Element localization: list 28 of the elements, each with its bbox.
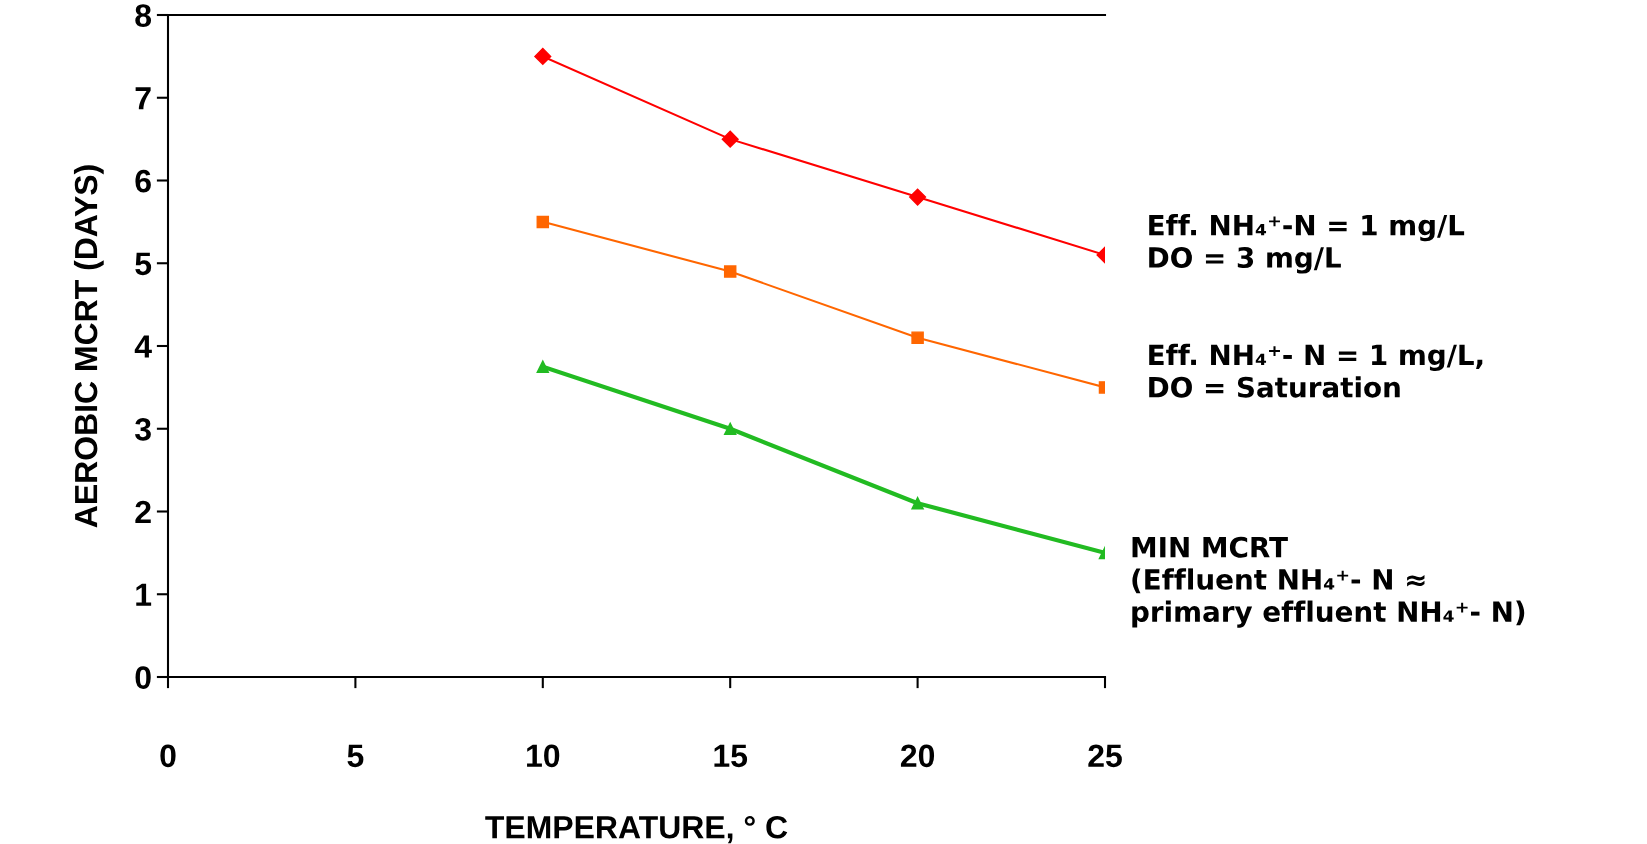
y-tick-label: 7 <box>135 87 151 110</box>
y-axis-title: AEROBIC MCRT (DAYS) <box>73 165 104 528</box>
x-tick-label: 20 <box>900 744 935 768</box>
series-label: MIN MCRT (Effluent NH₄⁺- N ≈ primary effluent NH₄⁺- N) <box>1132 536 1525 628</box>
point <box>911 496 924 510</box>
y-tick-label: 5 <box>135 252 152 276</box>
x-tick-label: 15 <box>714 744 748 768</box>
y-tick-label: 2 <box>135 500 151 524</box>
y-tick-label: 6 <box>135 169 151 193</box>
y-tick-label: 4 <box>134 335 152 358</box>
x-tick-label: 25 <box>1088 744 1122 768</box>
x-axis-title: TEMPERATURE, ° C <box>485 815 788 844</box>
x-tick-label: 5 <box>347 744 364 768</box>
point <box>536 215 550 229</box>
point <box>723 265 737 278</box>
y-tick-label: 8 <box>135 4 152 27</box>
point <box>534 47 552 65</box>
series-label: Eff. NH₄⁺- N = 1 mg/L, DO = Saturation <box>1149 343 1483 398</box>
x-tick-label: 0 <box>160 744 176 768</box>
point <box>911 331 924 344</box>
y-tick-label: 1 <box>136 583 152 606</box>
y-tick-label: 0 <box>135 666 151 689</box>
point <box>723 422 737 436</box>
x-tick-label: 10 <box>527 744 560 768</box>
series-label: Eff. NH₄⁺-N = 1 mg/L DO = 3 mg/L <box>1149 214 1465 274</box>
point <box>721 130 739 148</box>
point <box>536 360 550 373</box>
y-tick-label: 3 <box>135 418 151 441</box>
